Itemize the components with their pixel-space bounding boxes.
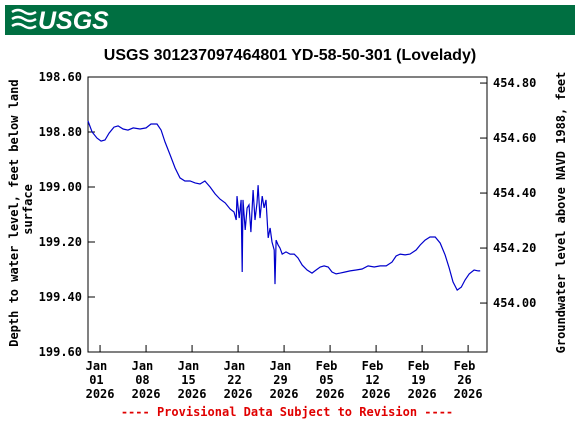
footer: ---- Provisional Data Subject to Revisio… [121, 405, 453, 419]
x-tick-label: Jan 15 2026 [178, 359, 207, 401]
x-tick-label: Jan 01 2026 [86, 359, 115, 401]
y2-tick-label: 454.20 [493, 241, 536, 255]
x-tick-label: Feb 19 2026 [408, 359, 437, 401]
x-tick-label: Jan 29 2026 [270, 359, 299, 401]
x-tick-label: Feb 05 2026 [316, 359, 345, 401]
y-tick-label: 199.40 [39, 290, 82, 304]
x-tick-label: Jan 08 2026 [132, 359, 161, 401]
y-tick-label: 199.00 [39, 180, 82, 194]
y-tick-label: 198.60 [39, 70, 82, 84]
y2-tick-label: 454.00 [493, 296, 536, 310]
y2-tick-label: 454.60 [493, 131, 536, 145]
y2-axis-label: Groundwater level above NAVD 1988, feet [554, 72, 568, 354]
header-bar [5, 5, 575, 35]
x-tick-label: Feb 12 2026 [362, 359, 391, 401]
x-tick-label: Feb 26 2026 [454, 359, 483, 401]
plot-frame [87, 76, 488, 353]
y-tick-label: 199.20 [39, 235, 82, 249]
y-axis-label: Depth to water level, feet below land su… [7, 72, 35, 347]
y-tick-label: 198.80 [39, 125, 82, 139]
water-level-line [87, 120, 481, 291]
y2-tick-label: 454.40 [493, 186, 536, 200]
logo-waves [11, 8, 37, 30]
logo: USGS [38, 7, 109, 35]
y2-tick-label: 454.80 [493, 76, 536, 90]
x-tick-label: Jan 22 2026 [224, 359, 253, 401]
chart-title: USGS 301237097464801 YD-58-50-301 (Lovel… [104, 47, 476, 64]
y-tick-label: 199.60 [39, 345, 82, 359]
